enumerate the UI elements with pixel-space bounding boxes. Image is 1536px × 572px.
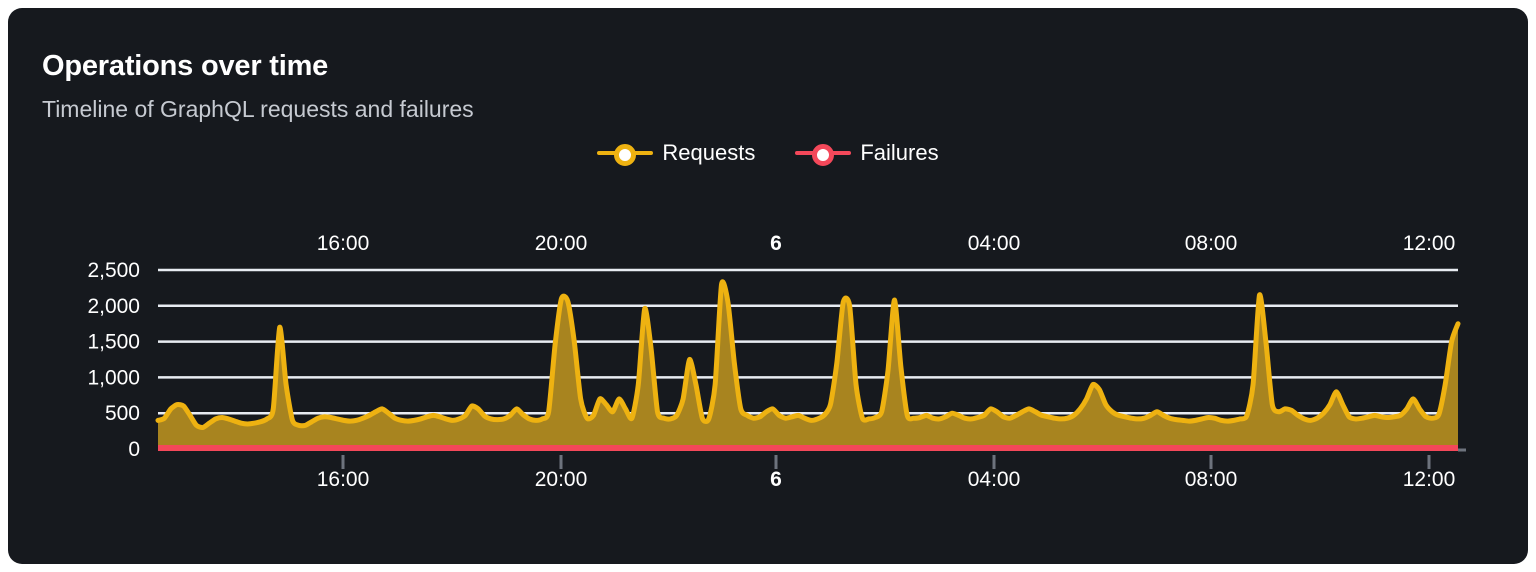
svg-text:16:00: 16:00 (317, 232, 370, 255)
svg-text:500: 500 (105, 402, 140, 425)
page-title: Operations over time (42, 50, 329, 82)
svg-text:04:00: 04:00 (968, 468, 1021, 491)
svg-text:6: 6 (770, 232, 782, 255)
chart-panel: Operations over time Timeline of GraphQL… (8, 8, 1528, 564)
operations-over-time-chart[interactable]: 0 500 1,000 1,500 2,000 2,500 16:00 20:00 6 04:0… (8, 8, 1528, 564)
requests-area (158, 281, 1458, 449)
svg-text:1,500: 1,500 (87, 331, 140, 354)
chart-legend: Requests Failures (8, 140, 1528, 166)
svg-text:08:00: 08:00 (1185, 232, 1238, 255)
failures-series-marker-icon (795, 140, 852, 166)
svg-text:08:00: 08:00 (1185, 468, 1238, 491)
svg-text:04:00: 04:00 (968, 232, 1021, 255)
chart-x-axis-labels-top: 16:00 20:00 6 04:00 08:00 12:00 (317, 232, 1456, 255)
legend-item-failures[interactable]: Failures (795, 140, 939, 166)
svg-text:2,500: 2,500 (87, 259, 140, 282)
svg-text:1,000: 1,000 (87, 366, 140, 389)
chart-y-axis-labels: 0 500 1,000 1,500 2,000 2,500 (87, 259, 140, 461)
svg-text:20:00: 20:00 (535, 468, 588, 491)
svg-text:20:00: 20:00 (535, 232, 588, 255)
svg-text:6: 6 (770, 468, 782, 491)
legend-item-requests[interactable]: Requests (597, 140, 755, 166)
legend-label-failures: Failures (860, 140, 939, 165)
svg-text:12:00: 12:00 (1403, 232, 1456, 255)
chart-x-axis-ticks (341, 455, 1431, 469)
svg-text:0: 0 (128, 438, 140, 461)
requests-series-marker-icon (597, 140, 654, 166)
chart-x-axis-labels-bottom: 16:00 20:00 6 04:00 08:00 12:00 (317, 468, 1456, 491)
requests-line (155, 279, 1461, 431)
legend-label-requests: Requests (662, 140, 756, 165)
svg-text:2,000: 2,000 (87, 295, 140, 318)
svg-text:12:00: 12:00 (1403, 468, 1456, 491)
svg-text:16:00: 16:00 (317, 468, 370, 491)
chart-subtitle: Timeline of GraphQL requests and failure… (42, 96, 474, 122)
